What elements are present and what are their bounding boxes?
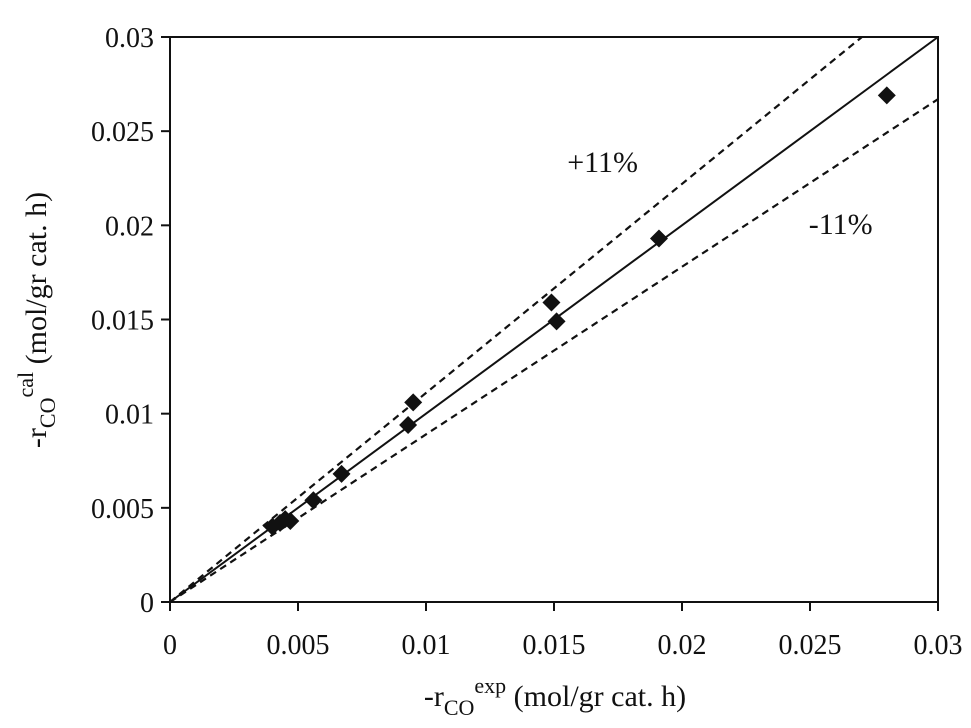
data-point xyxy=(877,86,896,105)
reference-line-2 xyxy=(169,98,939,603)
data-point xyxy=(304,491,323,510)
data-point xyxy=(649,229,668,248)
x-tick-label: 0.015 xyxy=(523,630,586,661)
data-point xyxy=(404,393,423,412)
data-point xyxy=(542,293,561,312)
y-tick-label: 0.025 xyxy=(91,117,154,148)
data-point xyxy=(332,464,351,483)
y-tick-label: 0.02 xyxy=(105,211,154,242)
y-tick-label: 0.01 xyxy=(105,400,154,431)
x-tick-label: 0.03 xyxy=(914,630,963,661)
axis-ticks: 0 0.005 0.01 0.015 0.02 0.025 0.03 0 0.005 0.01 0.… xyxy=(91,23,963,661)
reference-line-label: -11% xyxy=(809,208,873,241)
reference-line-1 xyxy=(169,36,863,603)
x-tick-label: 0 xyxy=(163,630,177,661)
y-tick-label: 0 xyxy=(140,588,154,619)
reference-line-label: +11% xyxy=(567,146,638,179)
y-tick-label: 0.03 xyxy=(105,23,154,54)
data-point xyxy=(547,312,566,331)
axis-labels: -rCOexp (mol/gr cat. h) -rCOcal (mol/gr c… xyxy=(13,192,686,720)
data-points xyxy=(263,86,896,536)
y-tick-label: 0.015 xyxy=(91,306,154,337)
x-tick-label: 0.01 xyxy=(402,630,451,661)
x-axis-label: -rCOexp (mol/gr cat. h) xyxy=(424,673,686,720)
data-point xyxy=(281,512,300,531)
y-axis-label: -rCOcal (mol/gr cat. h) xyxy=(13,192,60,448)
y-tick-label: 0.005 xyxy=(91,494,154,525)
x-tick-label: 0.005 xyxy=(267,630,330,661)
x-tick-label: 0.02 xyxy=(658,630,707,661)
data-point xyxy=(399,415,418,434)
x-tick-label: 0.025 xyxy=(779,630,842,661)
